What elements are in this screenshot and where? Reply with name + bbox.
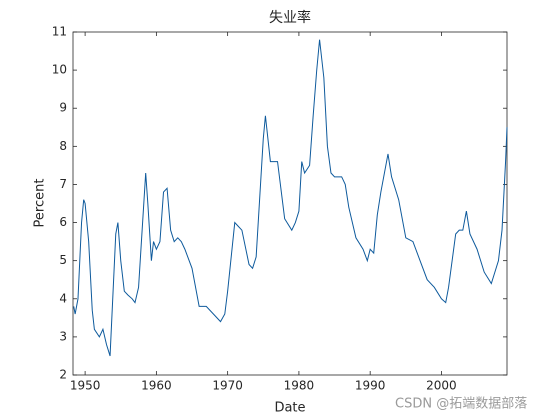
- y-tick-label: 2: [59, 368, 67, 382]
- y-tick-label: 4: [59, 291, 67, 305]
- x-axis-label: Date: [274, 401, 305, 416]
- x-tick-label: 1950: [70, 379, 101, 393]
- x-tick-label: 1970: [212, 379, 243, 393]
- watermark: CSDN @拓端数据部落: [395, 397, 527, 412]
- y-tick-label: 7: [59, 177, 67, 191]
- x-tick-label: 1960: [141, 379, 172, 393]
- y-tick-label: 3: [59, 329, 67, 343]
- y-axis-label: Percent: [33, 179, 48, 228]
- y-tick-label: 10: [52, 63, 67, 77]
- chart-title: 失业率: [269, 9, 311, 26]
- x-tick-label: 2000: [426, 379, 457, 393]
- y-tick-label: 8: [59, 139, 67, 153]
- x-tick-label: 1990: [355, 379, 386, 393]
- x-tick-label: 1980: [284, 379, 315, 393]
- y-tick-label: 5: [59, 253, 67, 267]
- y-tick-label: 9: [59, 101, 67, 115]
- y-tick-label: 11: [52, 25, 67, 39]
- y-tick-label: 6: [59, 215, 67, 229]
- data-line: [73, 39, 508, 357]
- plot-area: [72, 31, 508, 376]
